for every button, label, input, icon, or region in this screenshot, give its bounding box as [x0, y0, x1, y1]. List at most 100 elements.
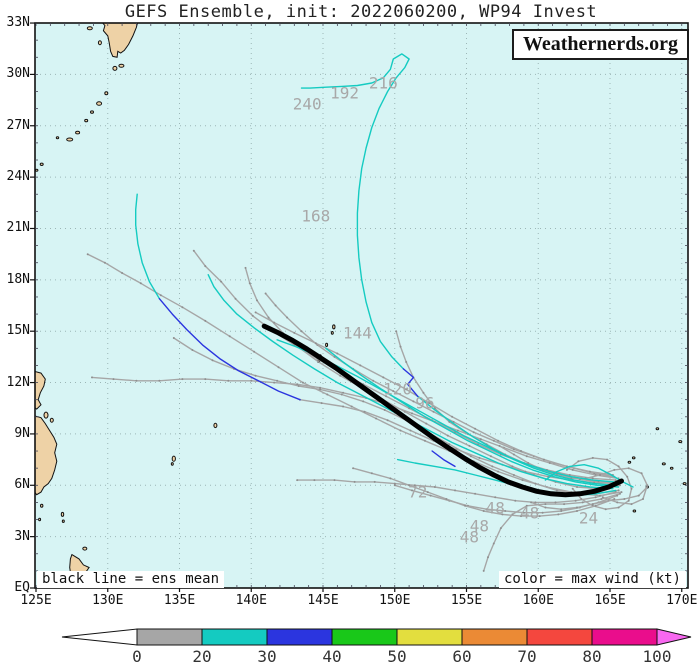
- track-vertex-dot: [429, 494, 432, 497]
- track-vertex-dot: [514, 499, 517, 502]
- track-vertex-dot: [571, 468, 574, 471]
- track-vertex-dot: [336, 352, 339, 355]
- forecast-hour-label: 48: [459, 527, 479, 547]
- ensemble-track-cyan: [417, 395, 615, 486]
- islet: [213, 422, 218, 429]
- track-vertex-dot: [393, 482, 396, 485]
- track-vertex-dot: [314, 342, 317, 345]
- track-vertex-dot: [333, 479, 336, 482]
- ensemble-track-gray: [86, 253, 620, 495]
- track-vertex-dot: [423, 439, 426, 442]
- track-vertex-dot: [594, 496, 597, 499]
- track-vertex-dot: [574, 499, 577, 502]
- track-vertex-dot: [637, 494, 640, 497]
- islet: [75, 130, 81, 135]
- colorbar-segment: [461, 628, 528, 646]
- track-vertex-dot: [616, 494, 619, 497]
- colorbar-tick-label: 50: [387, 647, 407, 665]
- ensemble-track-gray: [173, 337, 623, 497]
- track-vertex-dot: [251, 314, 254, 317]
- track-vertex-dot: [317, 361, 320, 363]
- forecast-hour-label: 48: [469, 516, 490, 536]
- forecast-hour-label: 120: [383, 379, 413, 399]
- islet: [61, 519, 65, 523]
- track-vertex-dot: [362, 400, 365, 403]
- track-vertex-dot: [296, 479, 299, 482]
- track-vertex-dot: [234, 297, 237, 300]
- forecast-hour-label: 96: [415, 393, 435, 413]
- track-vertex-dot: [576, 506, 578, 509]
- track-vertex-dot: [469, 455, 472, 458]
- islet: [632, 509, 637, 513]
- track-vertex-dot: [565, 468, 568, 471]
- track-vertex-dot: [139, 282, 142, 285]
- islet: [325, 342, 329, 347]
- track-vertex-dot: [204, 378, 207, 381]
- track-vertex-dot: [520, 450, 522, 452]
- colorbar-tick-label: 0: [132, 647, 142, 665]
- track-vertex-dot: [405, 388, 408, 391]
- track-vertex-dot: [544, 506, 547, 509]
- legend-mean-note: black line = ens mean: [37, 571, 225, 588]
- track-vertex-dot: [383, 409, 386, 411]
- y-tick-label: 24N: [6, 169, 30, 185]
- track-vertex-dot: [267, 316, 270, 319]
- track-vertex-dot: [264, 292, 267, 295]
- track-vertex-dot: [409, 429, 412, 432]
- track-vertex-dot: [386, 419, 389, 422]
- islet: [655, 427, 660, 431]
- track-vertex-dot: [159, 294, 162, 297]
- colorbar-tick-label: 60: [452, 647, 472, 665]
- track-vertex-dot: [244, 266, 247, 269]
- map-border: [34, 22, 689, 589]
- track-vertex-dot: [577, 460, 580, 463]
- track-vertex-dot: [411, 412, 413, 415]
- track-vertex-dot: [112, 378, 115, 381]
- watermark-text: Weathernerds.org: [523, 33, 678, 55]
- track-vertex-dot: [220, 280, 223, 283]
- track-vertex-dot: [646, 484, 649, 487]
- track-vertex-dot: [181, 378, 184, 381]
- track-vertex-dot: [525, 504, 528, 507]
- track-vertex-dot: [482, 510, 485, 512]
- track-vertex-dot: [256, 299, 258, 302]
- track-vertex-dot: [389, 477, 392, 480]
- y-tick-label: 3N: [14, 528, 30, 544]
- y-tick-label: 21N: [6, 220, 30, 236]
- track-vertex-dot: [352, 467, 355, 470]
- islet: [104, 91, 109, 96]
- track-vertex-dot: [392, 390, 395, 393]
- track-vertex-dot: [372, 379, 375, 382]
- islet: [39, 162, 44, 167]
- track-vertex-dot: [617, 489, 620, 492]
- forecast-hour-label: 240: [292, 94, 322, 113]
- x-tick-label: 170E: [666, 593, 698, 608]
- track-vertex-dot: [538, 515, 541, 518]
- track-vertex-dot: [501, 513, 504, 516]
- forecast-hour-label: 216: [368, 73, 398, 93]
- track-vertex-dot: [594, 504, 597, 507]
- ensemble-track-blue: [158, 298, 301, 401]
- colorbar-tick-label: 70: [517, 647, 537, 665]
- track-vertex-dot: [534, 501, 537, 504]
- track-vertex-dot: [395, 330, 398, 333]
- track-vertex-dot: [428, 402, 431, 405]
- islet: [332, 324, 336, 330]
- track-vertex-dot: [591, 477, 594, 480]
- track-vertex-dot: [525, 455, 528, 458]
- ensemble-track-blue: [402, 368, 419, 397]
- ensemble-track-blue: [431, 450, 456, 468]
- track-vertex-dot: [456, 429, 459, 432]
- track-vertex-dot: [172, 337, 175, 339]
- y-tick-label: 30N: [6, 66, 30, 82]
- forecast-hour-label: 72: [408, 482, 428, 502]
- track-vertex-dot: [534, 482, 537, 485]
- islet: [171, 455, 176, 462]
- y-tick-label: 9N: [14, 425, 30, 441]
- track-vertex-dot: [248, 282, 251, 285]
- track-vertex-dot: [359, 364, 362, 367]
- islet: [661, 462, 666, 466]
- colorbar-segment: [331, 628, 398, 646]
- track-vertex-dot: [399, 345, 402, 348]
